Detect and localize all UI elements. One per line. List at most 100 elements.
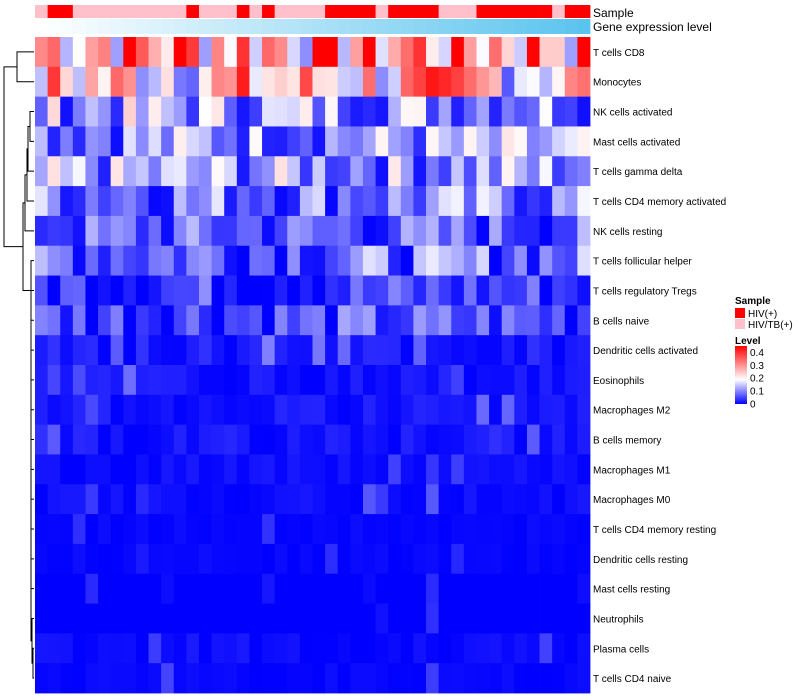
row-label: T cells CD4 naive [593, 674, 672, 685]
heatmap-cell [388, 37, 402, 68]
heatmap-cell [173, 484, 187, 515]
heatmap-cell [249, 215, 263, 247]
heatmap-cell [148, 126, 162, 157]
heatmap-cell [186, 186, 200, 217]
heatmap-cell [135, 663, 149, 694]
heatmap-cell [438, 543, 452, 575]
heatmap-cell [564, 305, 578, 336]
heatmap-cell [35, 305, 49, 336]
heatmap-cell [173, 573, 187, 604]
heatmap-cell [110, 66, 124, 98]
heatmap-cell [274, 305, 288, 336]
heatmap-cell [148, 663, 162, 694]
heatmap-cell [388, 633, 402, 664]
heatmap-cell [489, 543, 503, 575]
heatmap-cell [211, 663, 225, 694]
gene-expression-annotation-cell [299, 19, 313, 34]
heatmap-cell [161, 275, 175, 306]
heatmap-cell [526, 633, 540, 664]
heatmap-cell [526, 663, 540, 694]
heatmap-cell [375, 126, 389, 157]
heatmap-cell [526, 37, 540, 68]
heatmap-cell [123, 275, 137, 306]
heatmap-cell [161, 365, 175, 396]
heatmap-cell [161, 156, 175, 187]
heatmap-cell [47, 275, 61, 306]
row-label: T cells follicular helper [593, 257, 692, 268]
row-label: Macrophages M0 [593, 495, 671, 506]
heatmap-cell [514, 454, 528, 485]
heatmap-cell [249, 484, 263, 515]
gene-expression-annotation-cell [148, 19, 162, 34]
heatmap-cell [564, 484, 578, 515]
heatmap-cell [236, 275, 250, 306]
heatmap-cell [312, 365, 326, 396]
heatmap-cell [514, 633, 528, 664]
heatmap-cell [85, 275, 99, 306]
heatmap-cell [526, 275, 540, 306]
heatmap-cell [211, 454, 225, 485]
heatmap-cell [123, 424, 137, 455]
heatmap-cell [60, 365, 74, 396]
heatmap-cell [249, 156, 263, 187]
heatmap-cell [476, 66, 490, 98]
heatmap-cell [413, 335, 427, 366]
heatmap-cell [552, 603, 566, 634]
heatmap-cell [350, 514, 364, 545]
heatmap-cell [47, 543, 61, 575]
heatmap-cell [489, 663, 503, 694]
gene-expression-annotation-cell [110, 19, 124, 34]
heatmap-cell [539, 424, 553, 455]
heatmap-cell [198, 66, 212, 98]
heatmap-cell [299, 603, 313, 634]
heatmap-cell [514, 335, 528, 366]
heatmap-cell [375, 245, 389, 276]
heatmap-cell [400, 37, 414, 68]
heatmap-cell [400, 484, 414, 515]
heatmap-cell [312, 186, 326, 217]
heatmap-cell [312, 215, 326, 247]
gene-expression-annotation-cell [362, 19, 376, 34]
heatmap-cell [514, 66, 528, 98]
heatmap-cell [249, 365, 263, 396]
heatmap-cell [325, 573, 339, 604]
heatmap-cell [476, 454, 490, 485]
heatmap-cell [438, 365, 452, 396]
heatmap-cell [577, 633, 591, 664]
heatmap-cell [552, 365, 566, 396]
heatmap-cell [337, 215, 351, 247]
heatmap-cell [224, 514, 238, 545]
heatmap-cell [375, 37, 389, 68]
heatmap-cell [413, 245, 427, 276]
heatmap-cell [476, 484, 490, 515]
heatmap-cell [564, 215, 578, 247]
heatmap-cell [426, 365, 440, 396]
heatmap-cell [249, 424, 263, 455]
heatmap-cell [413, 633, 427, 664]
heatmap-cell [224, 394, 238, 426]
heatmap-cell [489, 275, 503, 306]
heatmap-cell [362, 663, 376, 694]
row-label: T cells gamma delta [593, 167, 683, 178]
heatmap-cell [400, 126, 414, 157]
heatmap-cell [262, 484, 276, 515]
heatmap-cell [451, 394, 465, 426]
heatmap-cell [211, 335, 225, 366]
heatmap-cell [388, 186, 402, 217]
heatmap-cell [224, 126, 238, 157]
heatmap-cell [312, 484, 326, 515]
heatmap-cell [236, 454, 250, 485]
heatmap-cell [85, 305, 99, 336]
heatmap-cell [35, 126, 49, 157]
heatmap-cell [236, 37, 250, 68]
heatmap-cell [85, 633, 99, 664]
heatmap-cell [312, 126, 326, 157]
heatmap-cell [438, 66, 452, 98]
heatmap-cell [325, 66, 339, 98]
heatmap-cell [299, 484, 313, 515]
heatmap-cell [60, 37, 74, 68]
heatmap-cell [577, 335, 591, 366]
heatmap-cell [198, 37, 212, 68]
heatmap-cell [98, 215, 112, 247]
heatmap-cell [325, 603, 339, 634]
